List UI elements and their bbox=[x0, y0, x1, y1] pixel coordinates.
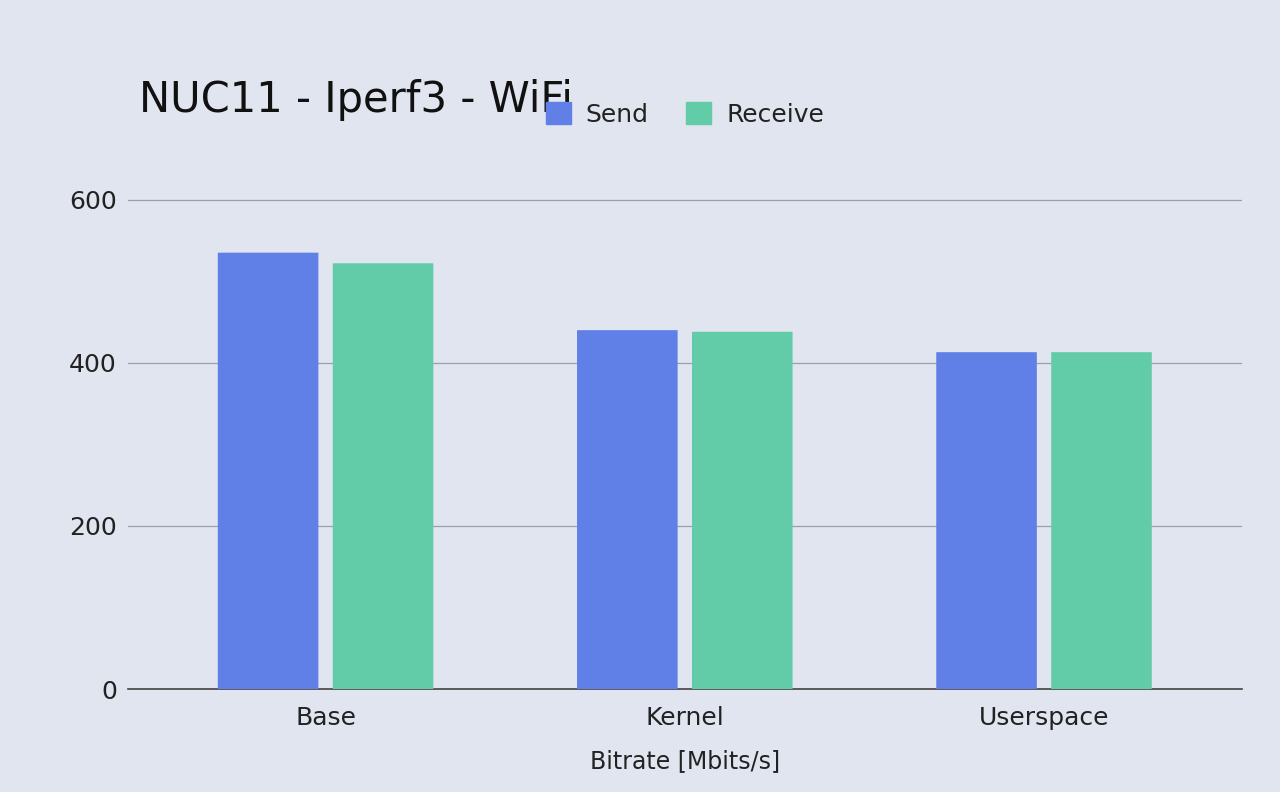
FancyBboxPatch shape bbox=[1051, 352, 1152, 689]
Text: NUC11 - Iperf3 - WiFi: NUC11 - Iperf3 - WiFi bbox=[140, 79, 573, 121]
FancyBboxPatch shape bbox=[577, 330, 677, 689]
FancyBboxPatch shape bbox=[692, 332, 792, 689]
FancyBboxPatch shape bbox=[218, 253, 319, 689]
FancyBboxPatch shape bbox=[333, 263, 434, 689]
X-axis label: Bitrate [Mbits/s]: Bitrate [Mbits/s] bbox=[590, 749, 780, 773]
FancyBboxPatch shape bbox=[936, 352, 1037, 689]
Legend: Send, Receive: Send, Receive bbox=[532, 89, 837, 139]
